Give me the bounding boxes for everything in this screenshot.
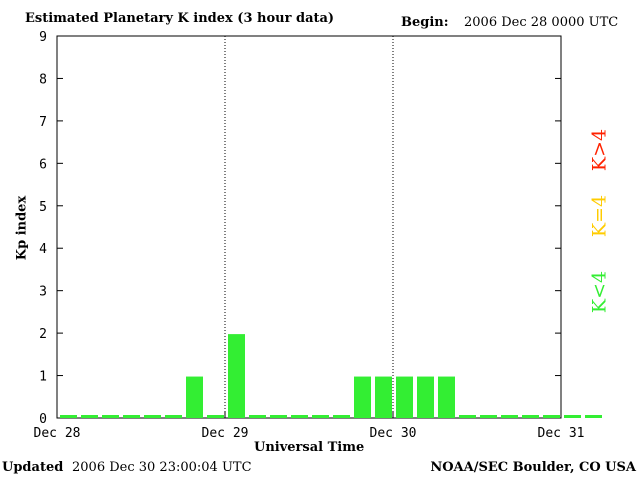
kp-bar-4 (144, 415, 161, 418)
legend-k-equal-4: K=4 (588, 194, 611, 238)
legend-k-less-4: K<4 (588, 270, 611, 314)
kp-bar-8 (228, 334, 245, 418)
kp-bar-1 (81, 415, 98, 418)
y-tick-label: 0 (39, 412, 47, 427)
kp-bar-11 (291, 415, 308, 418)
y-axis-label: Kp index (14, 195, 30, 261)
kp-bar-13 (333, 415, 350, 418)
y-tick-label: 3 (39, 285, 47, 300)
kp-bar-19 (459, 415, 476, 418)
updated-value: 2006 Dec 30 23:00:04 UTC (72, 460, 252, 475)
organization-credit: NOAA/SEC Boulder, CO USA (430, 460, 636, 475)
kp-bar-12 (312, 415, 329, 418)
y-tick-label: 4 (39, 242, 47, 257)
x-tick-label: Dec 29 (202, 426, 249, 441)
y-tick-label: 7 (39, 115, 47, 130)
kp-bar-5 (165, 415, 182, 418)
y-tick-label: 9 (39, 30, 47, 45)
kp-bar-3 (123, 415, 140, 418)
plot-frame (56, 35, 562, 419)
kp-bar-10 (270, 415, 287, 418)
kp-bar-9 (249, 415, 266, 418)
kp-bar-22 (522, 415, 539, 418)
x-axis-label: Universal Time (254, 440, 365, 455)
kp-bar-14 (354, 376, 371, 418)
kp-bar-18 (438, 376, 455, 418)
y-tick-label: 5 (39, 200, 47, 215)
kp-bar-6 (186, 376, 203, 418)
y-tick-label: 1 (39, 370, 47, 385)
kp-bar-24 (564, 415, 581, 418)
kp-bar-16 (396, 376, 413, 418)
x-tick-label: Dec 30 (370, 426, 417, 441)
kp-bar-17 (417, 376, 434, 418)
y-tick-label: 2 (39, 327, 47, 342)
y-tick-label: 8 (39, 72, 47, 87)
x-tick-label: Dec 28 (34, 426, 81, 441)
begin-value: 2006 Dec 28 0000 UTC (464, 15, 619, 30)
x-tick-label: Dec 31 (538, 426, 585, 441)
legend-k-greater-4: K>4 (588, 128, 611, 172)
kp-bar-15 (375, 376, 392, 418)
kp-bar-21 (501, 415, 518, 418)
chart-title: Estimated Planetary K index (3 hour data… (25, 11, 335, 26)
kp-bar-2 (102, 415, 119, 418)
begin-label: Begin: (401, 15, 449, 30)
kp-bar-0 (60, 415, 77, 418)
kp-bar-23 (543, 415, 560, 418)
y-tick-label: 6 (39, 157, 47, 172)
kp-bar-25 (585, 415, 602, 418)
kp-bar-7 (207, 415, 224, 418)
updated-label: Updated (2, 460, 64, 475)
kp-bar-20 (480, 415, 497, 418)
